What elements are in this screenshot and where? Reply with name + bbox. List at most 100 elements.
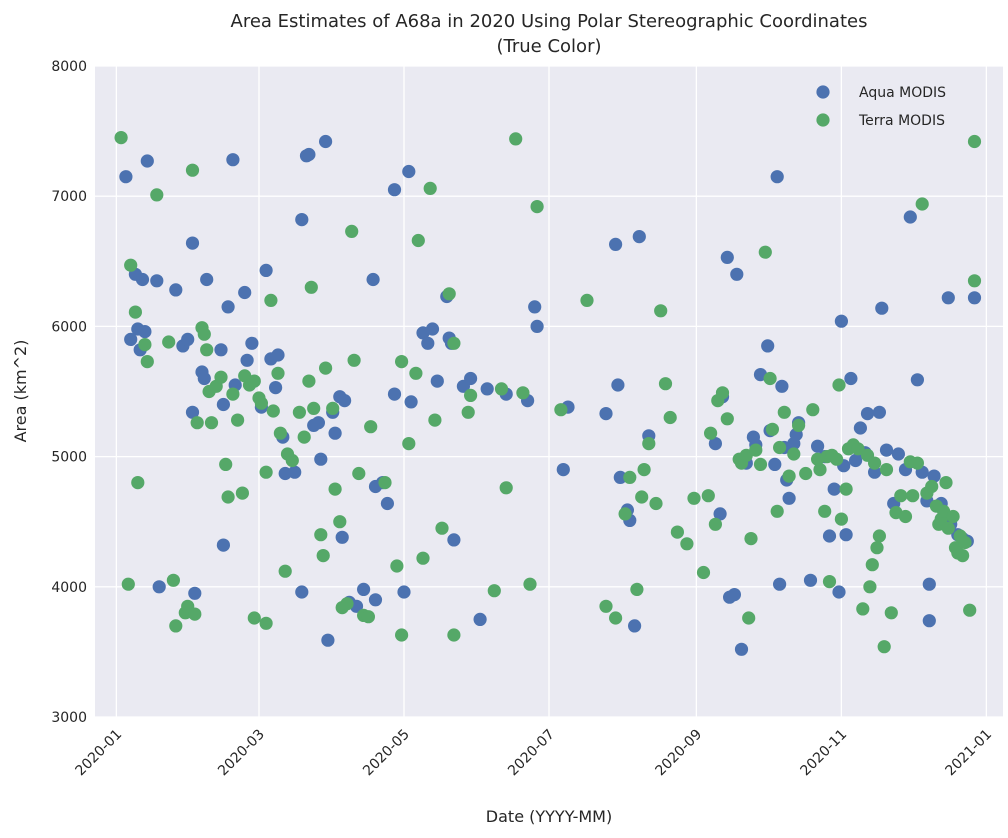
data-point — [580, 293, 594, 307]
data-point — [939, 476, 953, 490]
data-point — [188, 607, 202, 621]
data-point — [380, 496, 394, 511]
y-tick-label: 8000 — [51, 59, 87, 75]
data-point — [347, 353, 361, 367]
data-point — [404, 395, 418, 409]
data-point — [658, 377, 673, 391]
data-point — [963, 603, 977, 617]
data-point — [162, 335, 176, 349]
data-point — [787, 447, 801, 461]
data-point — [872, 529, 887, 543]
data-point — [302, 147, 316, 162]
data-point — [770, 170, 784, 184]
data-point — [891, 447, 906, 461]
data-point — [366, 272, 380, 287]
x-tick-label: 2020-07 — [505, 727, 558, 780]
data-point — [430, 374, 444, 388]
data-point — [967, 274, 982, 288]
data-point — [138, 338, 152, 352]
data-point — [834, 512, 849, 526]
data-point — [124, 332, 138, 346]
data-point — [499, 481, 513, 495]
data-point — [811, 439, 825, 453]
data-point — [321, 633, 335, 647]
data-point — [345, 224, 359, 238]
data-point — [387, 183, 402, 197]
data-point — [635, 490, 649, 504]
data-point — [226, 387, 240, 401]
data-point — [870, 541, 884, 555]
data-point — [632, 230, 646, 244]
data-point — [609, 611, 623, 625]
data-point — [687, 491, 701, 505]
data-point — [185, 163, 200, 177]
data-point — [409, 366, 423, 380]
data-point — [609, 237, 623, 251]
data-point — [927, 469, 941, 483]
data-point — [197, 371, 211, 386]
data-point — [319, 134, 333, 149]
data-point — [119, 170, 133, 184]
data-point — [285, 453, 299, 468]
data-point — [879, 443, 894, 457]
data-point — [851, 442, 865, 456]
data-point — [763, 371, 777, 386]
data-point — [956, 549, 970, 563]
data-point — [271, 366, 285, 380]
data-point — [131, 476, 145, 490]
data-point — [958, 535, 972, 550]
data-point — [832, 585, 846, 599]
data-point — [628, 619, 642, 633]
data-point — [910, 373, 925, 387]
data-point — [877, 640, 891, 654]
data-point — [879, 463, 894, 477]
data-point — [352, 466, 366, 481]
data-point — [140, 154, 154, 168]
data-point — [240, 353, 254, 367]
data-point — [758, 245, 772, 259]
data-point — [464, 371, 478, 386]
data-point — [238, 285, 252, 300]
data-point — [630, 582, 644, 597]
data-point — [708, 517, 723, 531]
data-point — [696, 565, 711, 580]
data-point — [623, 470, 637, 484]
data-point — [704, 426, 718, 440]
chart-title: Area Estimates of A68a in 2020 Using Pol… — [231, 11, 868, 32]
data-point — [328, 426, 342, 440]
data-point — [613, 470, 627, 484]
data-point — [884, 606, 898, 620]
data-point — [910, 456, 925, 470]
data-point — [461, 405, 475, 419]
y-axis-label: Area (km^2) — [11, 340, 30, 443]
data-point — [856, 602, 870, 616]
data-point — [425, 322, 440, 336]
data-point — [200, 272, 214, 287]
data-point — [219, 457, 233, 471]
data-point — [734, 642, 749, 656]
data-point — [216, 397, 230, 412]
data-point — [844, 371, 858, 386]
data-point — [473, 612, 487, 627]
data-point — [316, 549, 330, 563]
data-point — [297, 430, 311, 444]
data-point — [649, 496, 663, 511]
data-point — [333, 515, 347, 529]
data-point — [447, 628, 461, 642]
data-point — [295, 585, 309, 599]
data-point — [259, 263, 273, 277]
data-point — [295, 213, 309, 227]
data-point — [839, 482, 853, 496]
data-point — [730, 267, 744, 281]
data-point — [387, 387, 402, 401]
data-point — [169, 619, 183, 633]
data-point — [777, 405, 791, 419]
data-point — [204, 416, 219, 430]
data-point — [946, 509, 960, 524]
data-point — [302, 374, 316, 388]
data-point — [188, 586, 202, 600]
data-point — [782, 491, 796, 505]
data-point — [216, 538, 230, 552]
data-point — [528, 300, 542, 314]
data-point — [813, 463, 827, 477]
